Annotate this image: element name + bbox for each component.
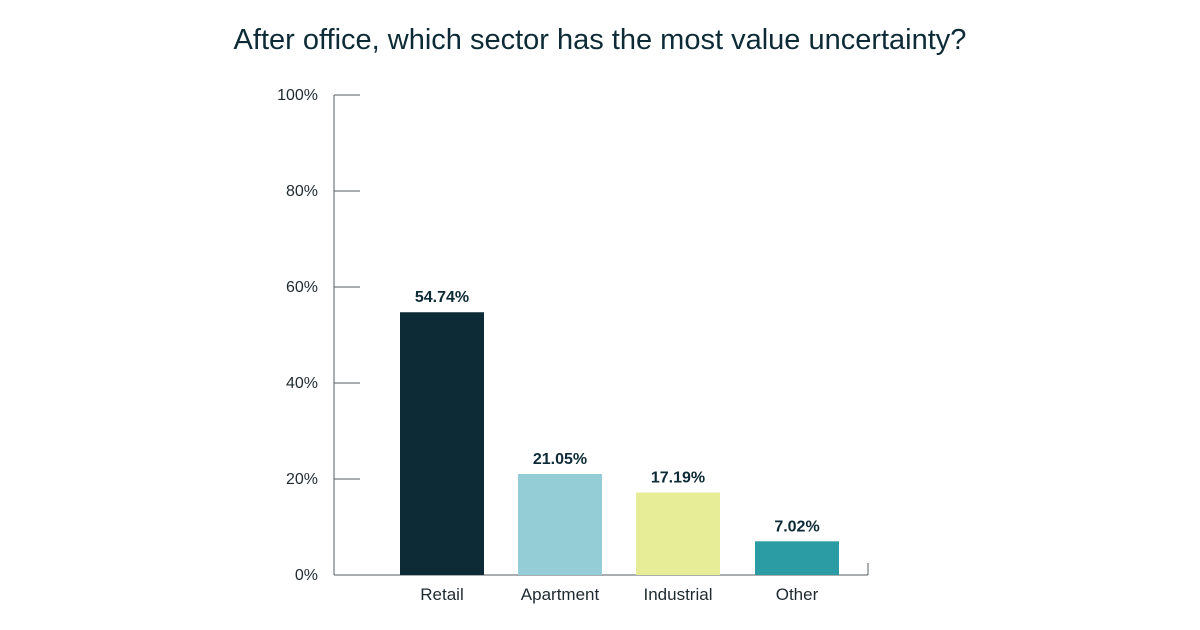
chart-title: After office, which sector has the most … bbox=[233, 24, 967, 56]
y-tick-label: 0% bbox=[295, 567, 318, 584]
y-tick-label: 60% bbox=[286, 279, 318, 296]
data-label: 54.74% bbox=[415, 289, 469, 306]
x-tick-label: Retail bbox=[420, 585, 463, 604]
y-tick-label: 100% bbox=[277, 87, 318, 104]
data-label: 17.19% bbox=[651, 469, 705, 486]
x-tick-label: Apartment bbox=[521, 585, 600, 604]
bars: 54.74% 21.05% 17.19% 7.02% bbox=[400, 289, 839, 575]
y-tick-label: 20% bbox=[286, 471, 318, 488]
data-label: 21.05% bbox=[533, 451, 587, 468]
data-label: 7.02% bbox=[774, 518, 819, 535]
y-tick-label: 80% bbox=[286, 183, 318, 200]
y-axis: 0% 20% 40% 60% 80% 100% bbox=[277, 87, 360, 584]
bar-other bbox=[755, 541, 839, 575]
bar-industrial bbox=[636, 492, 720, 575]
bar-retail bbox=[400, 312, 484, 575]
y-tick-label: 40% bbox=[286, 375, 318, 392]
x-tick-label: Industrial bbox=[644, 585, 713, 604]
x-tick-label: Other bbox=[776, 585, 819, 604]
bar-apartment bbox=[518, 473, 602, 575]
